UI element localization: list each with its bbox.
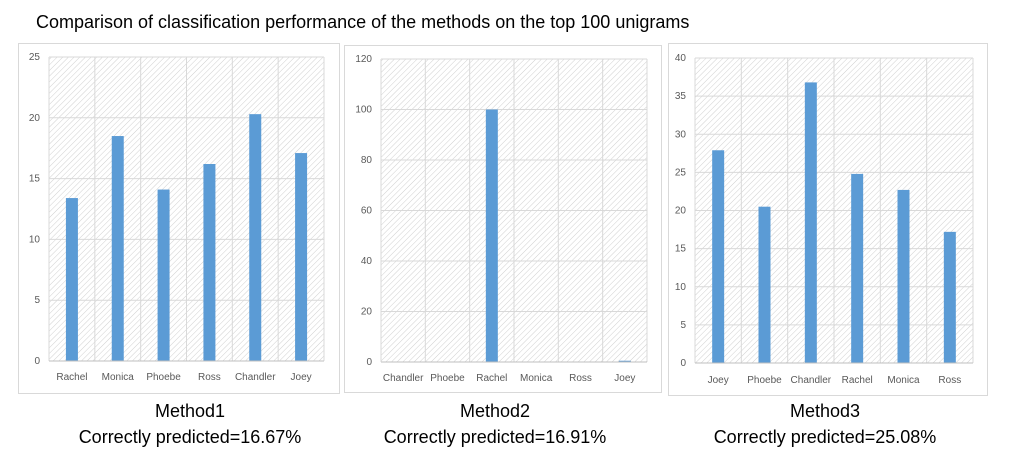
- method1-chart: 0 5 10 15 20 25 Rachel Monica Phoebe Ross Chandler…: [18, 43, 340, 394]
- method3-label: Method3: [789, 401, 861, 421]
- method2-ytick-label: 0: [366, 357, 372, 368]
- method1-ytick-label: 5: [34, 295, 40, 306]
- method3-xtick-label: Monica: [887, 375, 920, 386]
- method3-bar-chandler: [804, 82, 817, 364]
- method1-xtick-label: Chandler: [235, 372, 276, 383]
- method3-bar-phoebe: [758, 206, 771, 363]
- method1-xtick-label: Joey: [291, 372, 312, 383]
- method1-xtick-label: Phoebe: [146, 372, 181, 383]
- method3-ytick-label: 25: [675, 167, 687, 178]
- method2-xtick-label: Monica: [520, 373, 553, 384]
- method2-ytick-label: 120: [355, 54, 372, 65]
- method1-bar-phoebe: [157, 189, 170, 361]
- method3-accuracy: Correctly predicted=25.08%: [713, 427, 937, 447]
- method2-caption: Method2 Correctly predicted=16.91%: [345, 398, 645, 450]
- method1-bar-chandler: [249, 114, 262, 361]
- method1-ytick-label: 10: [29, 234, 41, 245]
- method2-xtick-label: Chandler: [383, 373, 424, 384]
- method1-ytick-label: 15: [29, 174, 41, 185]
- method1-xtick-label: Monica: [102, 372, 135, 383]
- method3-xtick-label: Phoebe: [747, 375, 782, 386]
- method3-xtick-label: Chandler: [791, 375, 832, 386]
- method2-ytick-label: 20: [361, 307, 373, 318]
- method1-ytick-label: 0: [34, 356, 40, 367]
- method2-chart: 0 20 40 60 80 100 120 Chandler Phoebe Rachel Monic…: [344, 45, 662, 393]
- method3-bar-rachel: [851, 173, 864, 363]
- method3-chart: 0 5 10 15 20 25 30 35 40 Joey Phoebe Chandler Rachel…: [668, 43, 988, 396]
- method1-label: Method1: [154, 401, 226, 421]
- method3-bar-monica: [897, 189, 910, 363]
- method3-xtick-label: Rachel: [842, 375, 873, 386]
- method3-ytick-label: 40: [675, 53, 687, 64]
- method3-bar-joey: [712, 150, 725, 363]
- method2-bar-rachel: [485, 109, 498, 362]
- method2-xtick-label: Joey: [614, 373, 635, 384]
- method3-xtick-label: Joey: [708, 375, 729, 386]
- method3-ytick-label: 30: [675, 129, 687, 140]
- method2-ytick-label: 60: [361, 206, 373, 217]
- method3-caption: Method3 Correctly predicted=25.08%: [675, 398, 975, 450]
- figure-title: Comparison of classification performance…: [36, 12, 690, 32]
- method1-caption: Method1 Correctly predicted=16.67%: [40, 398, 340, 450]
- method3-ytick-label: 20: [675, 206, 687, 217]
- method1-bar-rachel: [65, 198, 78, 361]
- method1-xtick-label: Ross: [198, 372, 221, 383]
- method2-xtick-label: Rachel: [476, 373, 507, 384]
- method1-ytick-label: 25: [29, 52, 41, 63]
- method2-accuracy: Correctly predicted=16.91%: [383, 427, 607, 447]
- method3-ytick-label: 5: [680, 320, 686, 331]
- method2-xtick-label: Phoebe: [430, 373, 465, 384]
- method3-chart-svg: 0 5 10 15 20 25 30 35 40 Joey Phoebe Chandler Rachel…: [675, 53, 974, 386]
- method2-ytick-label: 100: [355, 105, 372, 116]
- method2-chart-svg: 0 20 40 60 80 100 120 Chandler Phoebe Rachel Monic…: [355, 54, 648, 384]
- method3-bar-ross: [943, 231, 956, 363]
- method2-ytick-label: 80: [361, 155, 373, 166]
- method3-ytick-label: 0: [680, 358, 686, 369]
- method1-bar-monica: [111, 136, 124, 361]
- method2-xtick-label: Ross: [569, 373, 592, 384]
- method2-label: Method2: [459, 401, 531, 421]
- method3-ytick-label: 35: [675, 91, 687, 102]
- method1-bar-ross: [203, 164, 216, 361]
- method3-xtick-label: Ross: [938, 375, 961, 386]
- method2-ytick-label: 40: [361, 256, 373, 267]
- method1-chart-svg: 0 5 10 15 20 25 Rachel Monica Phoebe Ross Chandler…: [29, 52, 325, 383]
- method1-bar-joey: [295, 153, 308, 361]
- method1-xtick-label: Rachel: [56, 372, 87, 383]
- method3-ytick-label: 15: [675, 244, 687, 255]
- method1-ytick-label: 20: [29, 113, 41, 124]
- method1-accuracy: Correctly predicted=16.67%: [78, 427, 302, 447]
- method2-bar-joey: [618, 360, 631, 362]
- method3-ytick-label: 10: [675, 282, 687, 293]
